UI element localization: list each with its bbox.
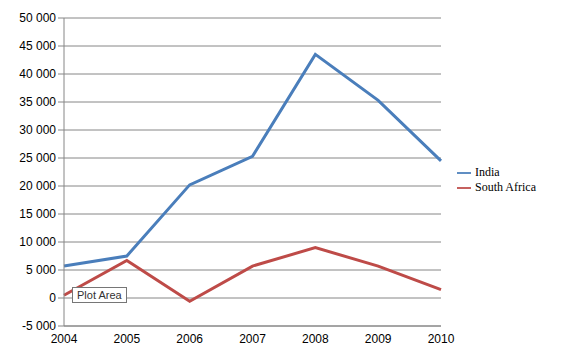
svg-text:2009: 2009 bbox=[365, 332, 392, 346]
svg-text:2006: 2006 bbox=[176, 332, 203, 346]
svg-text:50 000: 50 000 bbox=[19, 11, 56, 25]
svg-text:0: 0 bbox=[49, 291, 56, 305]
svg-text:2007: 2007 bbox=[239, 332, 266, 346]
svg-text:2004: 2004 bbox=[51, 332, 78, 346]
html-text:South Africa: South Africa bbox=[475, 180, 536, 194]
svg-text:2010: 2010 bbox=[428, 332, 455, 346]
svg-text:-5 000: -5 000 bbox=[22, 319, 56, 333]
svg-text:35 000: 35 000 bbox=[19, 95, 56, 109]
svg-text:2008: 2008 bbox=[302, 332, 329, 346]
html-text:India: India bbox=[475, 164, 500, 179]
svg-text:5 000: 5 000 bbox=[26, 263, 56, 277]
svg-text:2005: 2005 bbox=[113, 332, 140, 346]
svg-text:30 000: 30 000 bbox=[19, 123, 56, 137]
svg-text:10 000: 10 000 bbox=[19, 235, 56, 249]
svg-text:25 000: 25 000 bbox=[19, 151, 56, 165]
svg-text:45 000: 45 000 bbox=[19, 39, 56, 53]
svg-text:20 000: 20 000 bbox=[19, 179, 56, 193]
html-text:Plot Area: Plot Area bbox=[77, 289, 122, 301]
svg-text:15 000: 15 000 bbox=[19, 207, 56, 221]
svg-text:40 000: 40 000 bbox=[19, 67, 56, 81]
